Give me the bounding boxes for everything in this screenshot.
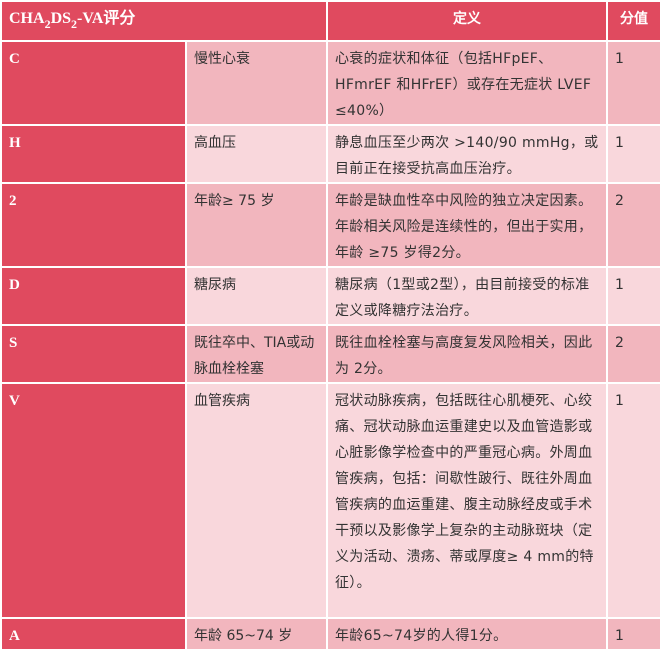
row-points: 1 bbox=[606, 266, 660, 326]
row-factor: 既往卒中、TIA或动脉血栓栓塞 bbox=[185, 324, 328, 384]
row-definition: 年龄65~74岁的人得1分。 bbox=[326, 617, 608, 651]
row-factor: 血管疾病 bbox=[185, 382, 328, 619]
score-name-prefix: CHA bbox=[9, 10, 45, 27]
row-key: C bbox=[0, 40, 187, 126]
subscript: 2 bbox=[71, 17, 78, 31]
row-factor: 糖尿病 bbox=[185, 266, 328, 326]
row-points: 2 bbox=[606, 324, 660, 384]
table-row: A 年龄 65~74 岁 年龄65~74岁的人得1分。 1 bbox=[0, 617, 660, 651]
header-row: CHA2DS2-VA评分 定义 分值 bbox=[0, 0, 660, 42]
definition-header: 定义 bbox=[326, 0, 608, 42]
points-header: 分值 bbox=[606, 0, 660, 42]
table-row: V 血管疾病 冠状动脉疾病，包括既往心肌梗死、心绞痛、冠状动脉血运重建史以及血管… bbox=[0, 382, 660, 619]
row-key: S bbox=[0, 324, 187, 384]
row-points: 1 bbox=[606, 40, 660, 126]
table-row: C 慢性心衰 心衰的症状和体征（包括HFpEF、HFmrEF 和HFrEF）或存… bbox=[0, 40, 660, 126]
row-points: 2 bbox=[606, 182, 660, 268]
row-points: 1 bbox=[606, 617, 660, 651]
row-factor: 年龄≥ 75 岁 bbox=[185, 182, 328, 268]
table-row: D 糖尿病 糖尿病（1型或2型），由目前接受的标准定义或降糖疗法治疗。 1 bbox=[0, 266, 660, 326]
row-definition: 糖尿病（1型或2型），由目前接受的标准定义或降糖疗法治疗。 bbox=[326, 266, 608, 326]
row-factor: 慢性心衰 bbox=[185, 40, 328, 126]
table-row: S 既往卒中、TIA或动脉血栓栓塞 既往血栓栓塞与高度复发风险相关，因此为 2分… bbox=[0, 324, 660, 384]
score-name-suffix: -VA评分 bbox=[77, 10, 136, 27]
table-row: H 高血压 静息血压至少两次 >140/90 mmHg，或目前正在接受抗高血压治… bbox=[0, 124, 660, 184]
row-key: 2 bbox=[0, 182, 187, 268]
row-definition: 年龄是缺血性卒中风险的独立决定因素。年龄相关风险是连续性的，但出于实用，年龄 ≥… bbox=[326, 182, 608, 268]
row-definition: 心衰的症状和体征（包括HFpEF、HFmrEF 和HFrEF）或存在无症状 LV… bbox=[326, 40, 608, 126]
row-key: V bbox=[0, 382, 187, 619]
score-name-mid: DS bbox=[50, 10, 72, 27]
subscript: 2 bbox=[44, 17, 51, 31]
row-key: A bbox=[0, 617, 187, 651]
row-definition: 冠状动脉疾病，包括既往心肌梗死、心绞痛、冠状动脉血运重建史以及血管造影或心脏影像… bbox=[326, 382, 608, 619]
row-factor: 年龄 65~74 岁 bbox=[185, 617, 328, 651]
row-definition: 既往血栓栓塞与高度复发风险相关，因此为 2分。 bbox=[326, 324, 608, 384]
table-row: 2 年龄≥ 75 岁 年龄是缺血性卒中风险的独立决定因素。年龄相关风险是连续性的… bbox=[0, 182, 660, 268]
row-points: 1 bbox=[606, 124, 660, 184]
score-name-header: CHA2DS2-VA评分 bbox=[0, 0, 328, 42]
row-key: D bbox=[0, 266, 187, 326]
row-factor: 高血压 bbox=[185, 124, 328, 184]
row-definition: 静息血压至少两次 >140/90 mmHg，或目前正在接受抗高血压治疗。 bbox=[326, 124, 608, 184]
row-points: 1 bbox=[606, 382, 660, 619]
row-key: H bbox=[0, 124, 187, 184]
